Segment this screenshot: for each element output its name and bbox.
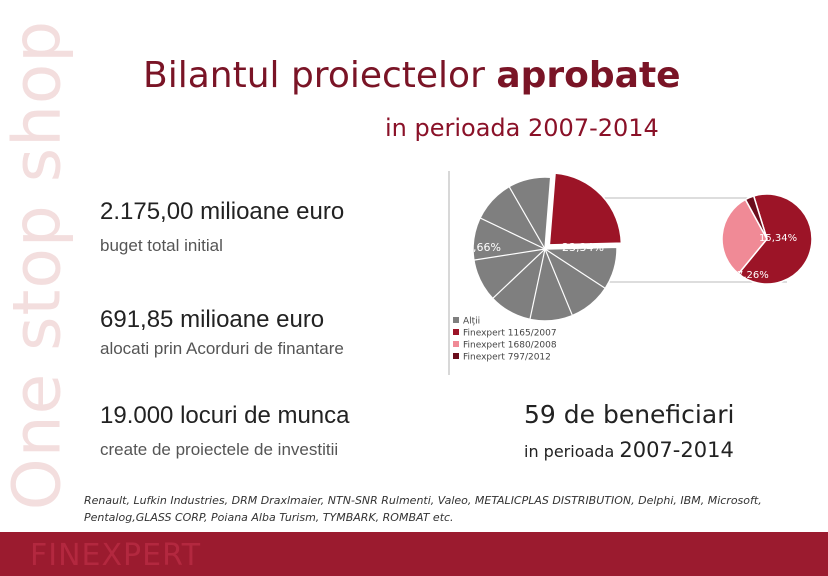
legend-swatch bbox=[453, 353, 459, 359]
beneficiaries-label: in perioada 2007-2014 bbox=[524, 438, 734, 462]
legend-label: Finexpert 1165/2007 bbox=[463, 329, 557, 339]
pie-chart: 76,66% 23,34% 15,34% 7,26% Alții Finexpert … bbox=[447, 169, 827, 377]
footer-logo: FINEXPERT bbox=[30, 538, 202, 573]
pie-spoke bbox=[492, 248, 546, 299]
breakdown-label-1: 7,26% bbox=[737, 270, 769, 281]
pie-spoke bbox=[473, 248, 546, 261]
pie-spoke bbox=[479, 217, 546, 250]
pie-spoke bbox=[544, 248, 606, 289]
page-subtitle: in perioada 2007-2014 bbox=[385, 114, 659, 142]
breakdown-slice-2 bbox=[744, 195, 768, 240]
beneficiaries-prefix: in perioada bbox=[524, 442, 615, 461]
breakdown-label-0: 15,34% bbox=[759, 233, 797, 244]
footer-bar bbox=[0, 532, 828, 576]
pie-label-finexpert: 23,34% bbox=[562, 241, 604, 254]
pie-slice-finexpert bbox=[548, 172, 623, 246]
pie-label-altii: 76,66% bbox=[459, 241, 501, 254]
breakdown-slice-1 bbox=[721, 198, 768, 275]
title-bold: aprobate bbox=[496, 55, 681, 96]
legend-label: Alții bbox=[463, 317, 480, 327]
stat-jobs-label: create de proiectele de investitii bbox=[100, 440, 339, 459]
stat-allocated-label: alocati prin Acorduri de finantare bbox=[100, 339, 344, 358]
legend-label: Finexpert 1680/2008 bbox=[463, 341, 557, 351]
pie-spoke bbox=[529, 248, 546, 320]
beneficiaries-period: 2007-2014 bbox=[619, 438, 734, 462]
stat-jobs-value: 19.000 locuri de munca bbox=[100, 402, 350, 429]
companies-list: Renault, Lufkin Industries, DRM Draxlmai… bbox=[84, 494, 762, 524]
stat-budget-value: 2.175,00 milioane euro bbox=[100, 198, 345, 225]
pie-spoke bbox=[508, 186, 546, 250]
stat-allocated-value: 691,85 milioane euro bbox=[100, 306, 325, 333]
legend-swatch bbox=[453, 341, 459, 347]
pie-spoke bbox=[544, 248, 573, 316]
legend-label: Finexpert 797/2012 bbox=[463, 353, 551, 363]
legend-swatch bbox=[453, 329, 459, 335]
beneficiaries-value: 59 de beneficiari bbox=[524, 400, 735, 429]
vertical-brand-text: One stop shop bbox=[0, 19, 76, 511]
stat-budget-label: buget total initial bbox=[100, 236, 223, 255]
legend-swatch bbox=[453, 317, 459, 323]
pie-chart-svg: 76,66% 23,34% 15,34% 7,26% Alții Finexpert … bbox=[448, 171, 813, 375]
breakdown-slice-0 bbox=[737, 193, 813, 285]
title-regular: Bilantul proiectelor bbox=[143, 55, 485, 96]
page-title: Bilantul proiectelor aprobate bbox=[143, 58, 723, 94]
